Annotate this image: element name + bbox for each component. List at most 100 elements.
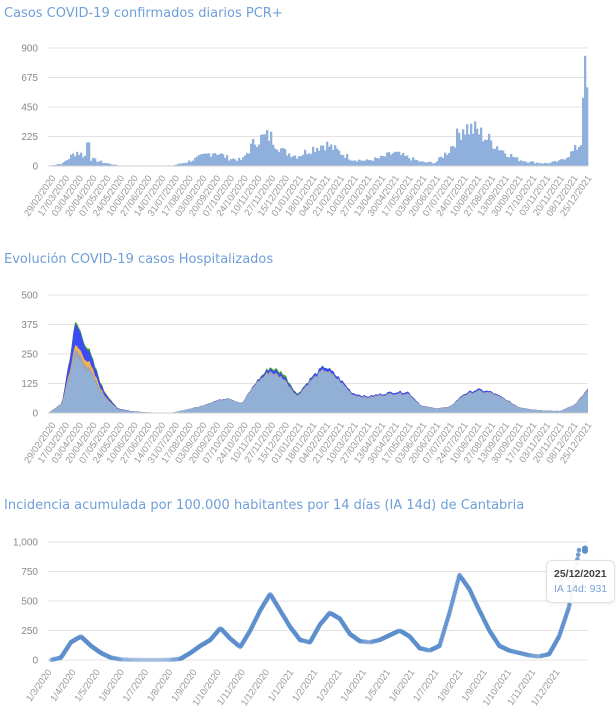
bar: [244, 155, 247, 166]
data-point: [421, 646, 426, 652]
bar: [266, 130, 269, 166]
bar: [304, 149, 307, 166]
bar: [376, 158, 379, 166]
bar: [232, 158, 235, 166]
data-point: [133, 657, 139, 663]
data-point: [111, 655, 116, 661]
bar: [356, 161, 359, 166]
data-point: [116, 656, 122, 662]
bar: [582, 97, 585, 166]
bar: [182, 163, 185, 166]
y-tick-label: 500: [21, 291, 38, 302]
bar: [210, 156, 213, 166]
data-point: [575, 552, 581, 557]
bar: [488, 133, 491, 166]
data-point: [511, 649, 516, 654]
bar: [448, 153, 451, 166]
bar: [506, 156, 509, 166]
bar: [550, 162, 553, 166]
y-tick-label: 500: [21, 597, 38, 608]
bar: [90, 160, 93, 166]
bar: [102, 163, 105, 166]
data-point: [366, 639, 372, 645]
bar: [190, 161, 193, 166]
data-point: [119, 657, 124, 662]
data-point: [149, 657, 155, 663]
data-point: [540, 653, 546, 658]
bar: [94, 158, 97, 166]
bar: [180, 163, 183, 166]
bar: [562, 159, 565, 166]
bar: [528, 162, 531, 166]
data-point: [110, 655, 115, 661]
data-point: [361, 639, 366, 644]
bar: [504, 153, 507, 166]
bar: [452, 146, 455, 166]
bar: [226, 155, 229, 166]
bar: [370, 160, 373, 166]
bar: [490, 140, 493, 166]
data-point: [395, 629, 401, 634]
data-point: [299, 638, 305, 643]
bar: [294, 155, 297, 166]
bar: [524, 161, 527, 166]
bar: [186, 162, 189, 166]
data-point: [130, 657, 135, 663]
data-point: [168, 657, 173, 663]
data-point: [535, 653, 540, 659]
bar: [200, 154, 203, 166]
bar: [76, 151, 79, 166]
bar: [564, 159, 567, 166]
bar: [538, 163, 541, 166]
data-point: [418, 646, 424, 651]
data-point: [118, 657, 123, 662]
bar: [428, 161, 431, 166]
bar: [312, 146, 315, 166]
bar: [472, 133, 475, 166]
bar: [580, 145, 583, 166]
bar: [366, 159, 369, 166]
bar: [342, 155, 345, 166]
bar: [96, 161, 99, 166]
bar: [214, 153, 217, 166]
bar: [204, 153, 207, 166]
bar: [196, 156, 199, 166]
bar: [508, 157, 511, 166]
data-point: [120, 657, 126, 662]
tooltip-date: 25/12/2021: [554, 568, 607, 580]
bar: [482, 141, 485, 166]
data-point: [124, 657, 129, 662]
bar: [440, 156, 443, 166]
bar: [270, 131, 273, 166]
data-point: [140, 657, 146, 663]
data-point: [148, 657, 154, 663]
data-point: [164, 657, 169, 663]
bar: [416, 160, 419, 166]
bar: [408, 158, 411, 166]
incidence-chart: 1,00075050025001/3/20201/4/20201/5/20201…: [13, 538, 588, 708]
data-point: [156, 657, 161, 663]
data-point: [122, 657, 127, 662]
data-point: [534, 653, 539, 659]
bar: [250, 143, 253, 166]
bar: [178, 163, 181, 166]
data-point: [518, 650, 523, 656]
bar: [414, 159, 417, 166]
data-point: [127, 657, 132, 662]
bar: [236, 161, 239, 166]
y-tick-label: 225: [21, 132, 38, 143]
y-tick-label: 675: [21, 73, 38, 84]
data-point: [128, 657, 134, 663]
data-point: [153, 657, 159, 663]
bar: [298, 156, 301, 166]
data-point: [519, 651, 524, 656]
bar: [424, 162, 427, 166]
bar: [548, 163, 551, 166]
bar: [420, 161, 423, 166]
data-point: [515, 650, 520, 655]
data-point: [124, 657, 130, 662]
bar: [446, 154, 449, 166]
data-point: [513, 649, 518, 655]
bar: [556, 162, 559, 166]
bar: [552, 161, 555, 166]
